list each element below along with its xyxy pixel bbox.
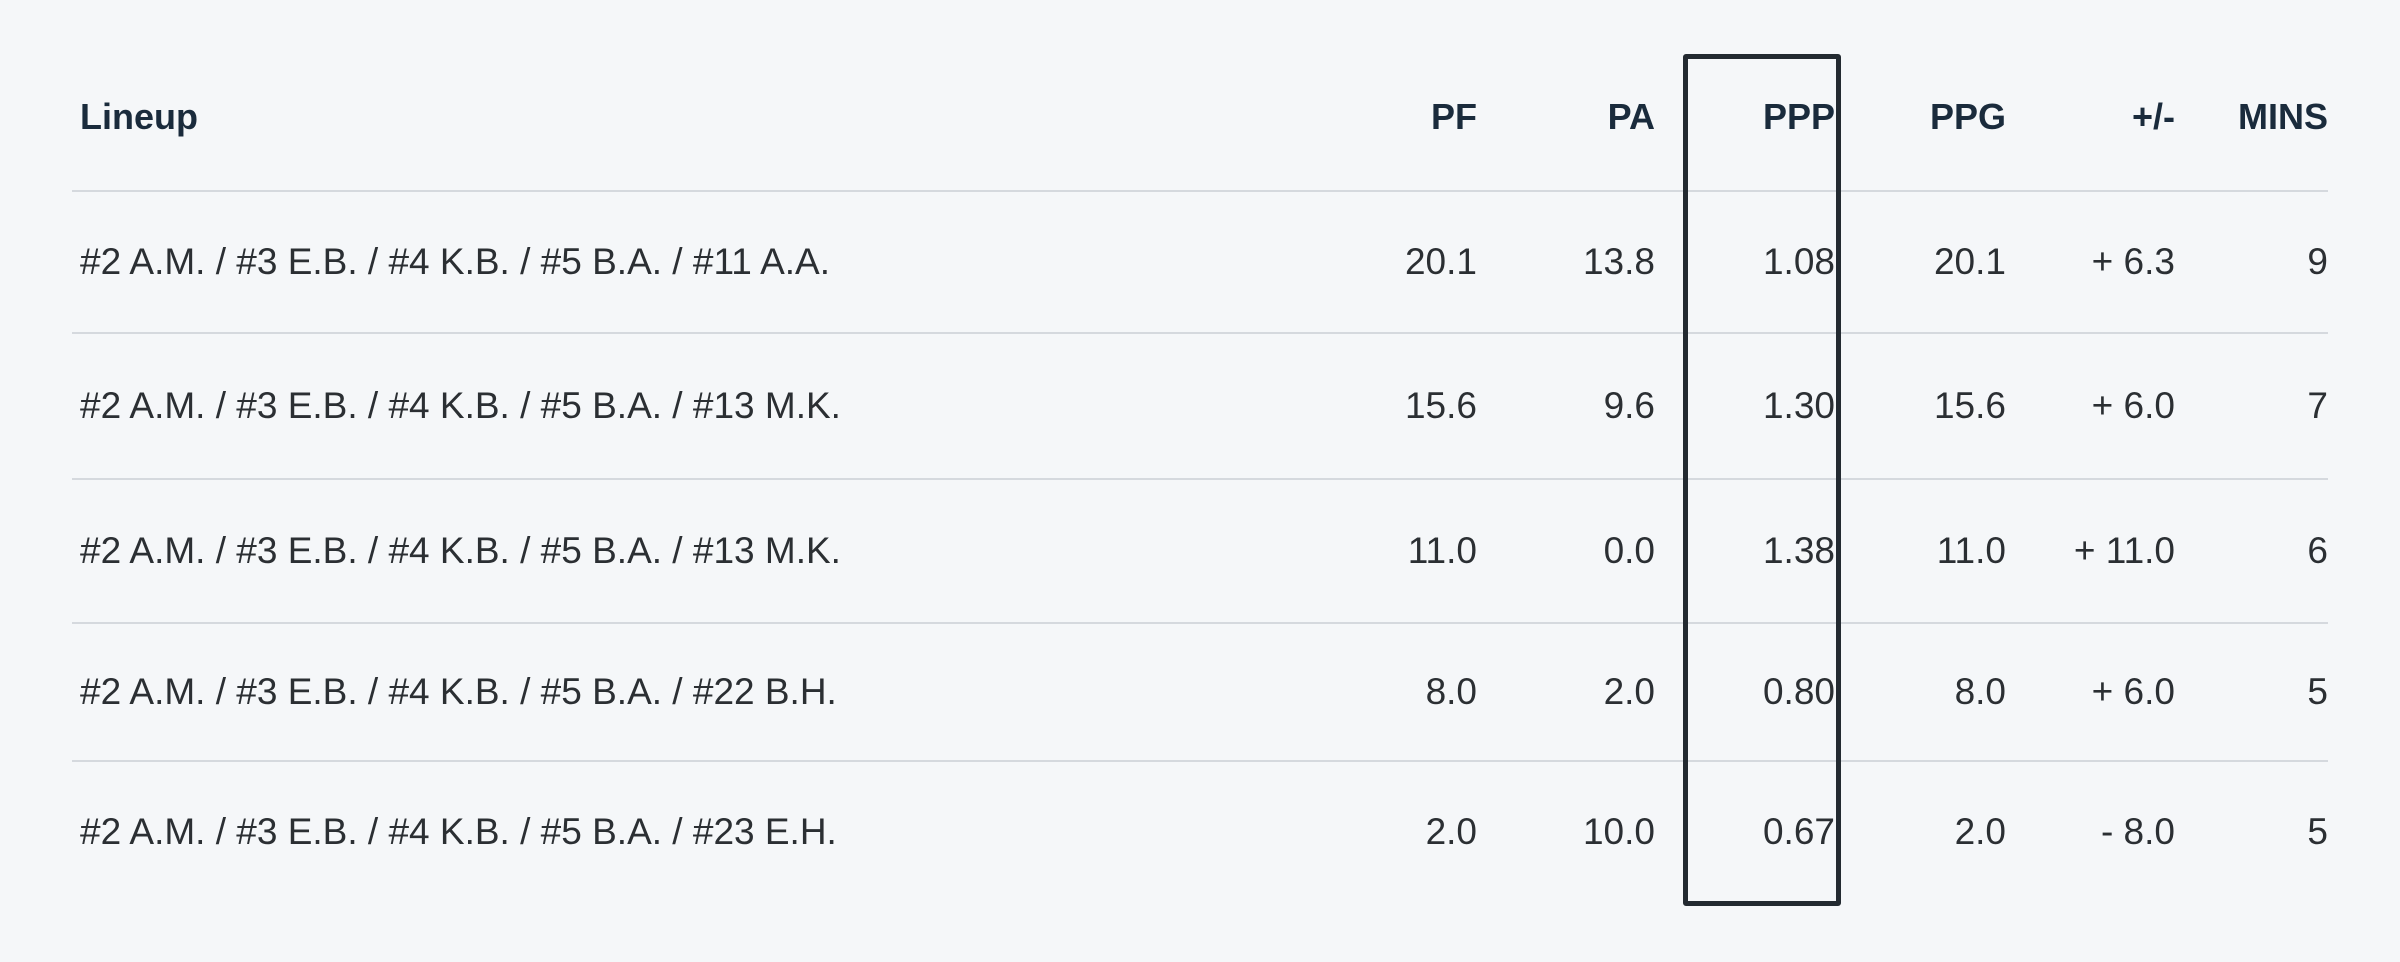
pf-cell: 15.6 xyxy=(1404,385,1477,426)
lineup-cell: #2 A.M. / #3 E.B. / #4 K.B. / #5 B.A. / … xyxy=(80,671,837,712)
pf-cell: 8.0 xyxy=(1425,671,1477,712)
pa-cell: 10.0 xyxy=(1582,811,1655,852)
table-row: #2 A.M. / #3 E.B. / #4 K.B. / #5 B.A. / … xyxy=(72,332,2328,478)
pa-cell: 13.8 xyxy=(1582,241,1655,282)
ppg-cell: 2.0 xyxy=(1954,811,2006,852)
pa-cell: 9.6 xyxy=(1603,385,1655,426)
column-header-pf[interactable]: PF xyxy=(1430,96,1477,137)
ppp-cell: 1.08 xyxy=(1762,241,1835,282)
ppp-cell: 1.30 xyxy=(1762,385,1835,426)
table-row: #2 A.M. / #3 E.B. / #4 K.B. / #5 B.A. / … xyxy=(72,478,2328,622)
mins-cell: 9 xyxy=(2307,241,2328,282)
lineup-cell: #2 A.M. / #3 E.B. / #4 K.B. / #5 B.A. / … xyxy=(80,530,841,571)
table-row: #2 A.M. / #3 E.B. / #4 K.B. / #5 B.A. / … xyxy=(72,622,2328,760)
plus-minus-cell: + 6.3 xyxy=(2091,241,2175,282)
lineup-stats-table: Lineup PF PA PPP PPG +/- MINS #2 A.M. / … xyxy=(72,0,2328,902)
column-header-plus-minus[interactable]: +/- xyxy=(2131,96,2175,137)
ppg-cell: 20.1 xyxy=(1933,241,2006,282)
mins-cell: 7 xyxy=(2307,385,2328,426)
plus-minus-cell: - 8.0 xyxy=(2100,811,2175,852)
plus-minus-cell: + 6.0 xyxy=(2091,671,2175,712)
pf-cell: 2.0 xyxy=(1425,811,1477,852)
mins-cell: 5 xyxy=(2307,811,2328,852)
column-header-ppg[interactable]: PPG xyxy=(1929,96,2006,137)
ppg-cell: 11.0 xyxy=(1936,530,2006,571)
pf-cell: 20.1 xyxy=(1404,241,1477,282)
mins-cell: 6 xyxy=(2307,530,2328,571)
column-header-ppp[interactable]: PPP xyxy=(1762,96,1835,137)
pa-cell: 2.0 xyxy=(1603,671,1655,712)
pa-cell: 0.0 xyxy=(1603,530,1655,571)
ppg-cell: 15.6 xyxy=(1933,385,2006,426)
lineup-cell: #2 A.M. / #3 E.B. / #4 K.B. / #5 B.A. / … xyxy=(80,241,831,282)
ppp-cell: 0.67 xyxy=(1762,811,1835,852)
table-row: #2 A.M. / #3 E.B. / #4 K.B. / #5 B.A. / … xyxy=(72,190,2328,332)
pf-cell: 11.0 xyxy=(1407,530,1477,571)
column-header-lineup[interactable]: Lineup xyxy=(80,96,198,137)
ppp-cell: 1.38 xyxy=(1762,530,1835,571)
ppp-cell: 0.80 xyxy=(1762,671,1835,712)
plus-minus-cell: + 11.0 xyxy=(2073,530,2175,571)
plus-minus-cell: + 6.0 xyxy=(2091,385,2175,426)
column-header-pa[interactable]: PA xyxy=(1607,96,1655,137)
table-header-row: Lineup PF PA PPP PPG +/- MINS xyxy=(72,0,2328,190)
lineup-cell: #2 A.M. / #3 E.B. / #4 K.B. / #5 B.A. / … xyxy=(80,811,837,852)
ppg-cell: 8.0 xyxy=(1954,671,2006,712)
column-header-mins[interactable]: MINS xyxy=(2238,96,2328,137)
table-row: #2 A.M. / #3 E.B. / #4 K.B. / #5 B.A. / … xyxy=(72,760,2328,902)
lineup-cell: #2 A.M. / #3 E.B. / #4 K.B. / #5 B.A. / … xyxy=(80,385,841,426)
mins-cell: 5 xyxy=(2307,671,2328,712)
